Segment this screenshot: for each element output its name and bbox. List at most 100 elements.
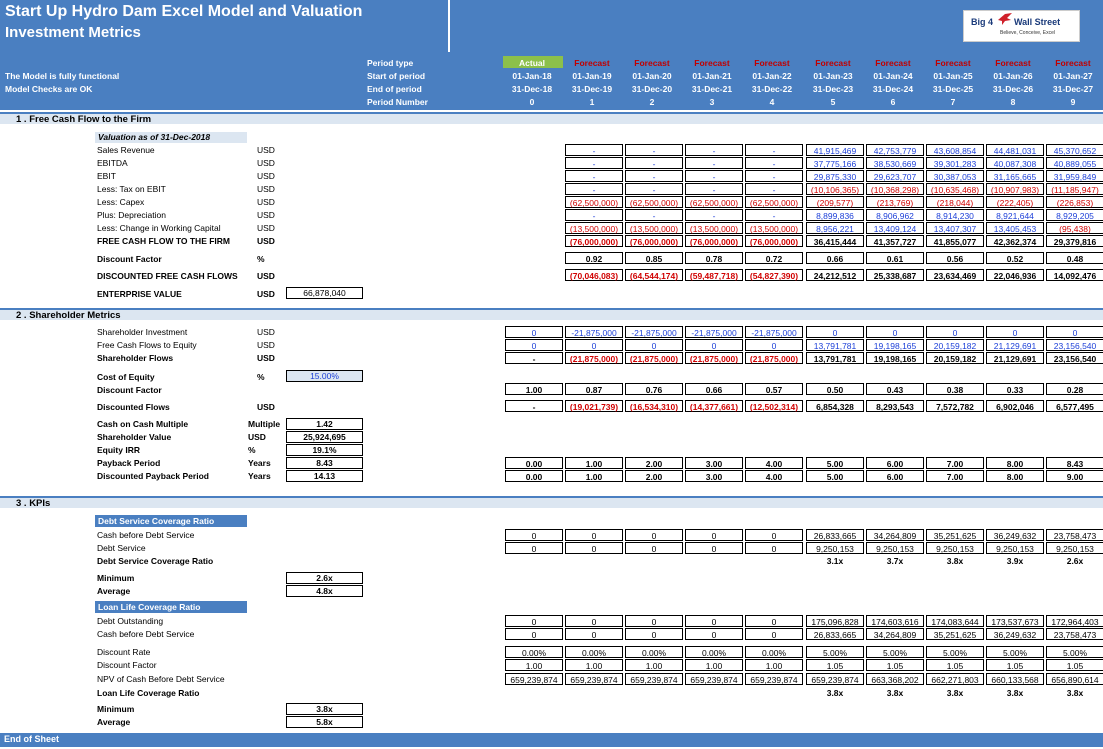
fcf-r0-c-9[interactable]: 45,370,652 [1046, 144, 1103, 156]
fcf-r6-c-5[interactable]: 8,956,221 [806, 222, 864, 234]
dfcf-c-1[interactable]: (70,046,083) [565, 269, 623, 281]
kpi-df-c-3[interactable]: 1.00 [685, 659, 743, 671]
kpi-cbds2-c-2[interactable]: 0 [625, 628, 683, 640]
fcf-r7-c-7[interactable]: 41,855,077 [926, 235, 984, 247]
pp-c-0[interactable]: 0.00 [505, 457, 563, 469]
sh-r2-c-1[interactable]: (21,875,000) [565, 352, 623, 364]
kpi-cbds2-c-7[interactable]: 35,251,625 [926, 628, 984, 640]
df-c-7[interactable]: 0.56 [926, 252, 984, 264]
fcf-r6-c-3[interactable]: (13,500,000) [685, 222, 743, 234]
dpp-c-8[interactable]: 8.00 [986, 470, 1044, 482]
df-c-9[interactable]: 0.48 [1046, 252, 1103, 264]
kpi-df-c-4[interactable]: 1.00 [745, 659, 803, 671]
kpi-cbds-c-8[interactable]: 36,249,632 [986, 529, 1044, 541]
kpi-df-c-9[interactable]: 1.05 [1046, 659, 1103, 671]
kpi-debt-c-1[interactable]: 0 [565, 615, 623, 627]
dfcf-c-3[interactable]: (59,487,718) [685, 269, 743, 281]
kpi-cbds-c-7[interactable]: 35,251,625 [926, 529, 984, 541]
shdflow-c-7[interactable]: 7,572,782 [926, 400, 984, 412]
sh-r1-c-4[interactable]: 0 [745, 339, 803, 351]
kpi-ds-c-7[interactable]: 9,250,153 [926, 542, 984, 554]
fcf-r6-c-6[interactable]: 13,409,124 [866, 222, 924, 234]
sh-metric-value-3[interactable]: 8.43 [286, 457, 363, 469]
shdf-c-3[interactable]: 0.66 [685, 383, 743, 395]
sh-r2-c-7[interactable]: 20,159,182 [926, 352, 984, 364]
df-c-4[interactable]: 0.72 [745, 252, 803, 264]
dpp-c-7[interactable]: 7.00 [926, 470, 984, 482]
fcf-r4-c-1[interactable]: (62,500,000) [565, 196, 623, 208]
fcf-r4-c-4[interactable]: (62,500,000) [745, 196, 803, 208]
fcf-r5-c-1[interactable]: - [565, 209, 623, 221]
fcf-r0-c-4[interactable]: - [745, 144, 803, 156]
fcf-r6-c-9[interactable]: (95,438) [1046, 222, 1103, 234]
shdf-c-5[interactable]: 0.50 [806, 383, 864, 395]
dpp-c-9[interactable]: 9.00 [1046, 470, 1103, 482]
shdflow-c-2[interactable]: (16,534,310) [625, 400, 683, 412]
kpi-cbds-c-3[interactable]: 0 [685, 529, 743, 541]
fcf-r0-c-1[interactable]: - [565, 144, 623, 156]
dfcf-c-7[interactable]: 23,634,469 [926, 269, 984, 281]
sh-metric-value-4[interactable]: 14.13 [286, 470, 363, 482]
dpp-c-1[interactable]: 1.00 [565, 470, 623, 482]
kpi-cbds-c-1[interactable]: 0 [565, 529, 623, 541]
df-c-3[interactable]: 0.78 [685, 252, 743, 264]
kpi-debt-c-7[interactable]: 174,083,644 [926, 615, 984, 627]
kpi-df-c-6[interactable]: 1.05 [866, 659, 924, 671]
fcf-r1-c-5[interactable]: 37,775,166 [806, 157, 864, 169]
kpi-debt-c-3[interactable]: 0 [685, 615, 743, 627]
kpi-llcr-c-8[interactable]: 3.8x [1006, 688, 1024, 698]
sh-r2-c-9[interactable]: 23,156,540 [1046, 352, 1103, 364]
fcf-r7-c-2[interactable]: (76,000,000) [625, 235, 683, 247]
sh-r2-c-0[interactable]: - [505, 352, 563, 364]
shdf-c-8[interactable]: 0.33 [986, 383, 1044, 395]
fcf-r0-c-2[interactable]: - [625, 144, 683, 156]
fcf-r1-c-4[interactable]: - [745, 157, 803, 169]
kpi-dr-c-0[interactable]: 0.00% [505, 646, 563, 658]
sh-metric-value-1[interactable]: 25,924,695 [286, 431, 363, 443]
kpi-df-c-7[interactable]: 1.05 [926, 659, 984, 671]
kpi-dscr-c-6[interactable]: 3.7x [886, 556, 904, 566]
kpi-npv-c-8[interactable]: 660,133,568 [986, 673, 1044, 685]
fcf-r2-c-6[interactable]: 29,623,707 [866, 170, 924, 182]
sh-r0-c-3[interactable]: -21,875,000 [685, 326, 743, 338]
kpi-llcr-c-6[interactable]: 3.8x [886, 688, 904, 698]
kpi-cbds-c-0[interactable]: 0 [505, 529, 563, 541]
shdf-c-6[interactable]: 0.43 [866, 383, 924, 395]
dfcf-c-5[interactable]: 24,212,512 [806, 269, 864, 281]
dfcf-c-9[interactable]: 14,092,476 [1046, 269, 1103, 281]
dfcf-c-4[interactable]: (54,827,390) [745, 269, 803, 281]
fcf-r1-c-3[interactable]: - [685, 157, 743, 169]
fcf-r6-c-7[interactable]: 13,407,307 [926, 222, 984, 234]
sh-r0-c-7[interactable]: 0 [926, 326, 984, 338]
df-c-6[interactable]: 0.61 [866, 252, 924, 264]
sh-r0-c-4[interactable]: -21,875,000 [745, 326, 803, 338]
pp-c-9[interactable]: 8.43 [1046, 457, 1103, 469]
kpi-dscr-c-5[interactable]: 3.1x [826, 556, 844, 566]
dpp-c-3[interactable]: 3.00 [685, 470, 743, 482]
shdflow-c-5[interactable]: 6,854,328 [806, 400, 864, 412]
pp-c-6[interactable]: 6.00 [866, 457, 924, 469]
dfcf-c-8[interactable]: 22,046,936 [986, 269, 1044, 281]
fcf-r5-c-6[interactable]: 8,906,962 [866, 209, 924, 221]
fcf-r2-c-9[interactable]: 31,959,849 [1046, 170, 1103, 182]
fcf-r2-c-3[interactable]: - [685, 170, 743, 182]
sh-r1-c-9[interactable]: 23,156,540 [1046, 339, 1103, 351]
kpi-llcr_min-value[interactable]: 3.8x [286, 703, 363, 715]
kpi-cbds2-c-0[interactable]: 0 [505, 628, 563, 640]
fcf-r5-c-5[interactable]: 8,899,836 [806, 209, 864, 221]
shdflow-c-8[interactable]: 6,902,046 [986, 400, 1044, 412]
kpi-df-c-1[interactable]: 1.00 [565, 659, 623, 671]
kpi-npv-c-5[interactable]: 659,239,874 [806, 673, 864, 685]
fcf-r3-c-1[interactable]: - [565, 183, 623, 195]
kpi-ds-c-3[interactable]: 0 [685, 542, 743, 554]
enterprise-value-cell[interactable]: 66,878,040 [286, 287, 363, 299]
pp-c-5[interactable]: 5.00 [806, 457, 864, 469]
kpi-npv-c-4[interactable]: 659,239,874 [745, 673, 803, 685]
df-c-5[interactable]: 0.66 [806, 252, 864, 264]
fcf-r3-c-8[interactable]: (10,907,983) [986, 183, 1044, 195]
sh-r0-c-6[interactable]: 0 [866, 326, 924, 338]
kpi-cbds2-c-8[interactable]: 36,249,632 [986, 628, 1044, 640]
fcf-r3-c-5[interactable]: (10,106,365) [806, 183, 864, 195]
kpi-cbds2-c-6[interactable]: 34,264,809 [866, 628, 924, 640]
kpi-df-c-5[interactable]: 1.05 [806, 659, 864, 671]
